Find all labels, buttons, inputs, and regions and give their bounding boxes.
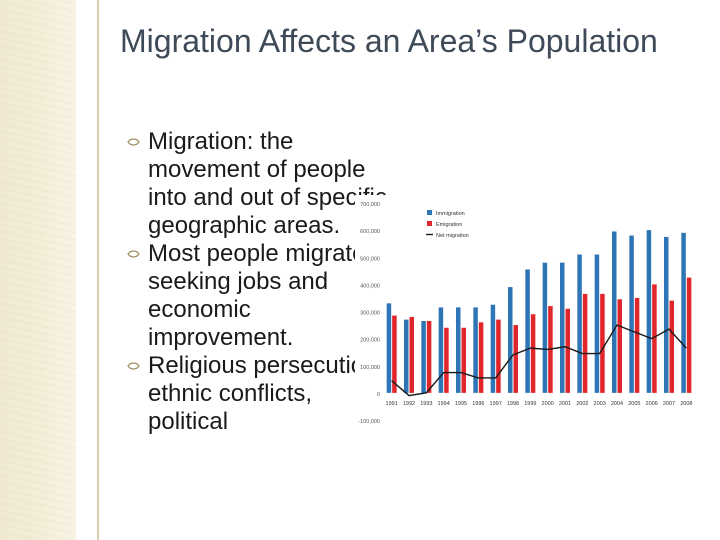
- immigration-bar: [594, 254, 600, 393]
- x-tick-label: 2006: [646, 401, 658, 407]
- emigration-bar: [496, 319, 501, 393]
- bullet-text: Migration: the movement of people into a…: [148, 128, 387, 239]
- immigration-bar: [403, 319, 409, 393]
- immigration-bar: [490, 304, 496, 393]
- immigration-bar: [473, 307, 478, 393]
- slide-title: Migration Affects an Area’s Population: [120, 23, 658, 59]
- immigration-bar: [438, 307, 444, 393]
- decorative-divider: [97, 0, 99, 540]
- emigration-bar: [617, 299, 623, 393]
- immigration-bar: [629, 235, 634, 393]
- emigration-bar: [600, 293, 605, 393]
- immigration-bar: [559, 262, 565, 393]
- decorative-side-band: [0, 0, 76, 540]
- immigration-bar: [663, 236, 669, 393]
- x-tick-label: 1991: [386, 401, 398, 407]
- immigration-bar: [681, 232, 686, 393]
- y-tick-label: 100,000: [360, 365, 380, 371]
- x-tick-label: 1999: [524, 401, 536, 407]
- x-tick-label: 1992: [403, 401, 415, 407]
- emigration-bar: [461, 327, 467, 393]
- net-migration-line: [391, 324, 687, 397]
- y-tick-label: 300,000: [360, 311, 380, 317]
- migration-chart: 700,000 600,000 500,000 400,000 300,000 200,0…: [355, 195, 700, 425]
- y-tick-label: 700,000: [360, 202, 380, 208]
- legend-label: Emigration: [436, 222, 462, 228]
- bullet-item: Migration: the movement of people into a…: [127, 128, 397, 240]
- legend-swatch: [427, 221, 432, 226]
- emigration-bar: [634, 297, 640, 393]
- y-tick-label: 600,000: [360, 229, 380, 235]
- x-tick-label: 1994: [438, 401, 450, 407]
- legend-label: Net migration: [436, 233, 469, 239]
- x-tick-label: 1997: [490, 401, 502, 407]
- emigration-bar: [444, 327, 449, 393]
- emigration-bar: [686, 277, 692, 393]
- immigration-bar: [611, 231, 617, 393]
- immigration-bar: [507, 287, 513, 393]
- x-tick-label: 2005: [628, 401, 640, 407]
- x-tick-label: 2000: [542, 401, 554, 407]
- emigration-bar: [530, 314, 536, 393]
- emigration-bar: [582, 293, 588, 393]
- x-tick-label: 2008: [680, 401, 692, 407]
- y-tick-label: 200,000: [360, 338, 380, 344]
- emigration-bar: [669, 300, 675, 393]
- chart-canvas: 700,000 600,000 500,000 400,000 300,000 200,0…: [358, 202, 692, 425]
- immigration-bar: [646, 230, 652, 393]
- emigration-bar: [565, 308, 571, 393]
- immigration-bar: [455, 307, 461, 393]
- x-tick-label: 2004: [611, 401, 623, 407]
- legend-label: Immigration: [436, 211, 465, 217]
- emigration-bar: [392, 315, 397, 393]
- y-tick-label: 0: [377, 392, 380, 398]
- immigration-bar: [525, 269, 530, 393]
- x-tick-label: 1995: [455, 401, 467, 407]
- bullet-icon: [127, 362, 140, 370]
- immigration-bar: [421, 320, 426, 393]
- x-tick-label: 2003: [594, 401, 606, 407]
- emigration-bar: [513, 325, 519, 393]
- y-tick-label: 400,000: [360, 283, 380, 289]
- emigration-bar: [426, 320, 432, 393]
- legend-swatch: [427, 210, 432, 215]
- immigration-bar: [542, 262, 548, 393]
- bullet-item: Religious persecution, ethnic conflicts,…: [127, 352, 397, 436]
- immigration-bar: [386, 303, 392, 393]
- emigration-bar: [652, 284, 657, 393]
- emigration-bar: [478, 322, 484, 393]
- x-tick-label: 2001: [559, 401, 571, 407]
- bullet-icon: [127, 250, 140, 258]
- emigration-bar: [409, 316, 415, 393]
- bullet-item: Most people migrate seeking jobs and eco…: [127, 240, 397, 352]
- bullet-list: Migration: the movement of people into a…: [127, 128, 397, 436]
- x-tick-label: 1993: [420, 401, 432, 407]
- x-tick-label: 1996: [472, 401, 484, 407]
- immigration-bar: [577, 254, 582, 393]
- x-tick-label: 2007: [663, 401, 675, 407]
- bullet-text: Most people migrate seeking jobs and eco…: [148, 240, 366, 351]
- bullet-text: Religious persecution, ethnic conflicts,…: [148, 352, 385, 435]
- x-tick-label: 2002: [576, 401, 588, 407]
- x-tick-label: 1998: [507, 401, 519, 407]
- y-tick-label: -100,000: [358, 419, 380, 425]
- y-tick-label: 500,000: [360, 256, 380, 262]
- bullet-icon: [127, 138, 140, 146]
